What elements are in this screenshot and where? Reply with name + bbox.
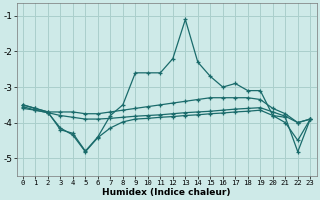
X-axis label: Humidex (Indice chaleur): Humidex (Indice chaleur)	[102, 188, 231, 197]
